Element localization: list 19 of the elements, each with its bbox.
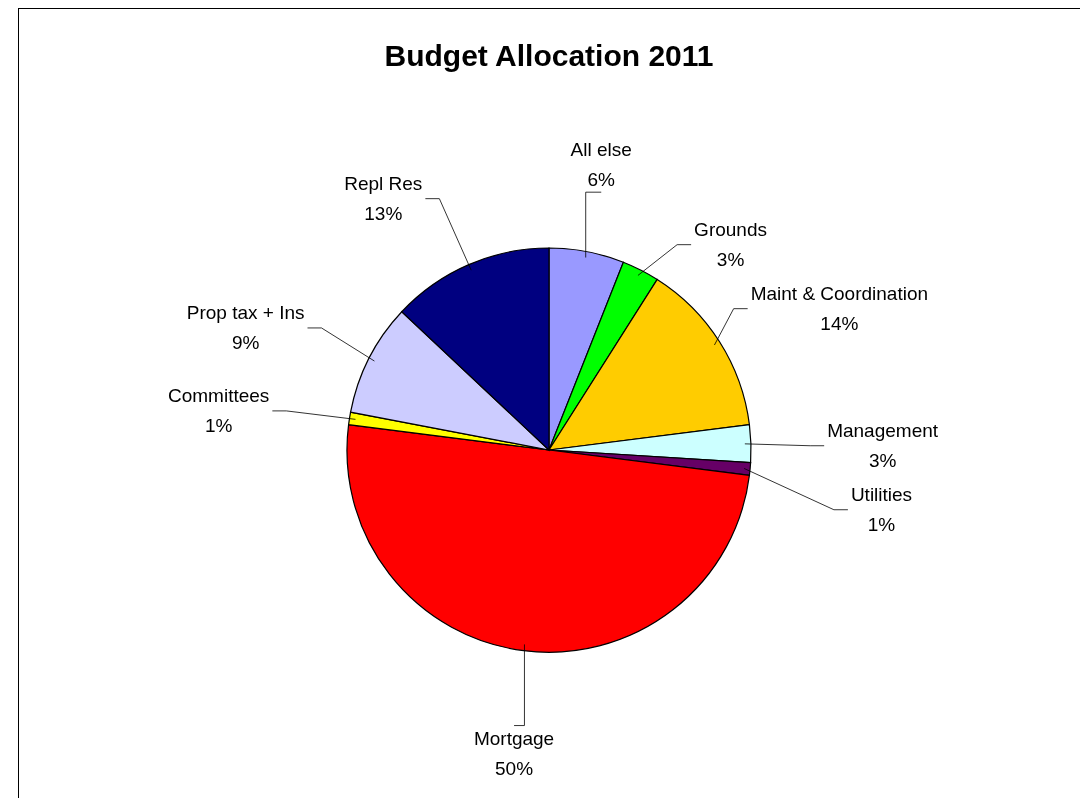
chart-title: Budget Allocation 2011 bbox=[384, 39, 714, 72]
data-label: 1% bbox=[867, 514, 896, 536]
data-label: 3% bbox=[716, 249, 745, 271]
slice-label: Maint & Coordination bbox=[750, 283, 929, 305]
data-label: 3% bbox=[868, 450, 897, 472]
slice-label: Grounds bbox=[694, 219, 767, 241]
data-label: 6% bbox=[587, 169, 616, 191]
data-label: 50% bbox=[495, 757, 534, 779]
slice-label: Management bbox=[827, 420, 939, 442]
data-label: 13% bbox=[364, 203, 403, 225]
slice-label: All else bbox=[570, 139, 632, 161]
slice-label: Committees bbox=[167, 385, 270, 407]
slice-label: Repl Res bbox=[344, 173, 423, 195]
slice-label: Mortgage bbox=[473, 727, 555, 749]
data-label: 14% bbox=[820, 313, 859, 335]
data-label: 9% bbox=[231, 332, 260, 354]
slice-label: Prop tax + Ins bbox=[186, 302, 305, 324]
slice-label: Utilities bbox=[850, 484, 913, 506]
data-label: 1% bbox=[204, 415, 233, 437]
